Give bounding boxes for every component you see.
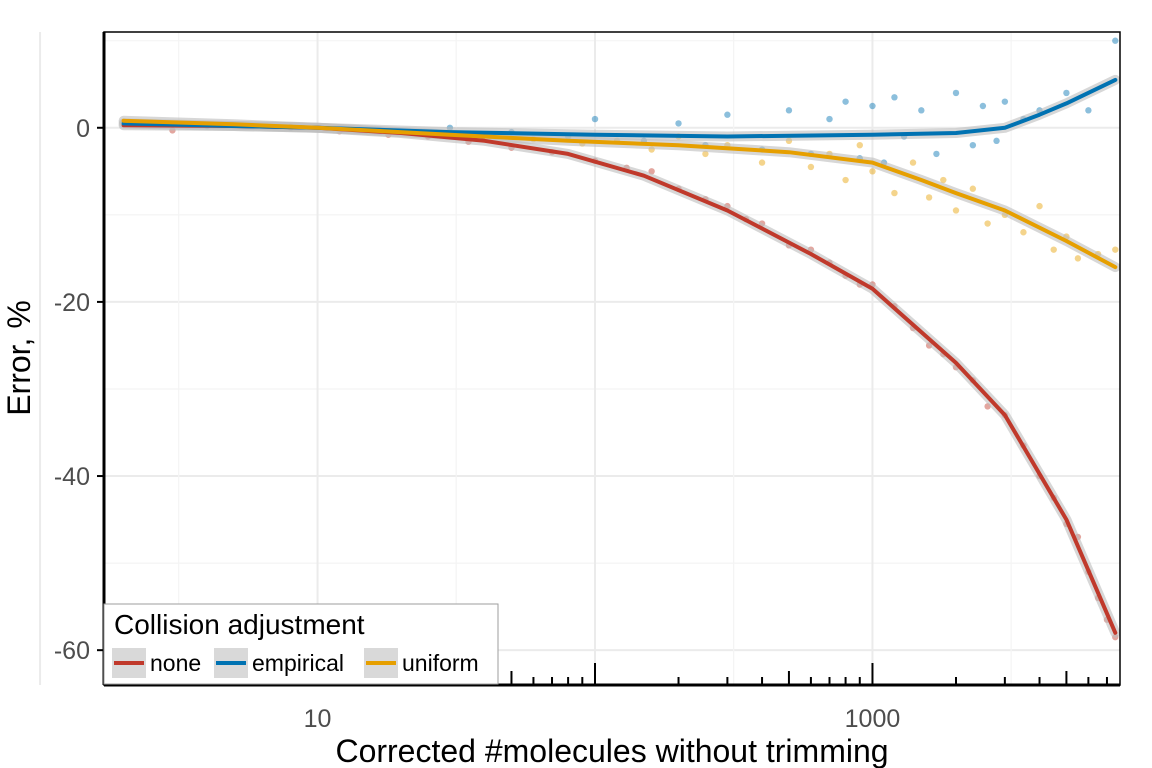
data-point-uniform xyxy=(869,168,876,175)
legend-entries: none empirical uniform xyxy=(112,648,479,678)
data-point-uniform xyxy=(702,150,709,158)
data-point-uniform xyxy=(758,159,766,166)
data-point-empirical xyxy=(1063,89,1070,97)
legend-box xyxy=(103,603,499,685)
data-point-empirical xyxy=(826,115,833,123)
y-tick-label: -40 xyxy=(54,463,90,491)
data-point-empirical xyxy=(969,141,977,149)
data-point-empirical xyxy=(979,102,987,110)
data-point-uniform xyxy=(1036,202,1043,210)
data-point-uniform xyxy=(1020,229,1027,236)
data-point-uniform xyxy=(842,176,849,184)
data-point-empirical xyxy=(952,89,960,97)
x-axis-title: Corrected #molecules without trimming xyxy=(335,733,888,768)
data-point-uniform xyxy=(925,194,933,201)
data-point-uniform xyxy=(1050,246,1057,253)
data-point-empirical xyxy=(891,94,898,101)
data-point-empirical xyxy=(1085,107,1092,114)
data-point-empirical xyxy=(785,107,793,114)
fit-line-uniform xyxy=(121,118,1118,270)
legend: Collision adjustment none empirical unifor… xyxy=(103,603,499,685)
data-point-empirical xyxy=(993,137,1000,145)
data-point-uniform xyxy=(807,163,815,171)
data-point-empirical xyxy=(1112,37,1119,44)
legend-title: Collision adjustment xyxy=(114,609,365,640)
data-point-uniform xyxy=(969,185,977,192)
legend-label-none: none xyxy=(150,650,201,676)
data-point-uniform xyxy=(940,176,947,184)
data-point-empirical xyxy=(918,107,925,114)
data-point-uniform xyxy=(952,207,960,214)
grid xyxy=(39,32,1120,685)
y-tick-label: -60 xyxy=(54,637,90,665)
data-point-empirical xyxy=(675,120,682,127)
data-point-uniform xyxy=(891,189,898,197)
data-point-uniform xyxy=(984,220,991,227)
x-tick-label: 1000 xyxy=(845,705,901,733)
y-axis-title: Error, % xyxy=(1,300,37,416)
fit-curves xyxy=(118,74,1121,638)
x-tick-label: 10 xyxy=(304,705,332,733)
data-point-empirical xyxy=(869,102,876,110)
data-point-uniform xyxy=(1074,255,1082,262)
data-point-empirical xyxy=(1001,98,1009,105)
legend-label-empirical: empirical xyxy=(252,650,344,676)
data-point-uniform xyxy=(856,141,863,149)
data-point-uniform xyxy=(909,159,917,166)
y-tick-label: 0 xyxy=(76,115,90,143)
legend-label-uniform: uniform xyxy=(402,650,479,676)
tick-labels: 0 -20 -40 -60 10 1000 xyxy=(54,115,900,733)
data-point-uniform xyxy=(1112,246,1119,253)
data-point-empirical xyxy=(933,150,940,158)
y-tick-label: -20 xyxy=(54,289,90,317)
data-point-empirical xyxy=(591,115,599,123)
data-point-empirical xyxy=(842,98,849,105)
data-point-empirical xyxy=(724,111,731,118)
